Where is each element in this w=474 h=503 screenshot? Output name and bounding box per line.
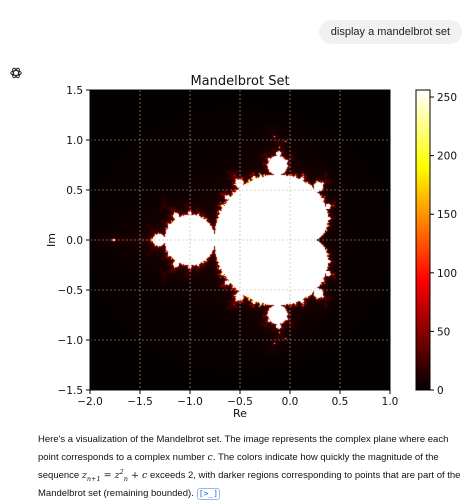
view-source-link[interactable]: [>_] — [196, 488, 221, 500]
colorbar-tick-label: 250 — [437, 92, 457, 104]
y-tick-label: 0.5 — [66, 185, 83, 197]
grid-lines — [90, 90, 390, 390]
y-axis-ticks: −1.5 −1.0 −0.5 0.0 0.5 1.0 1.5 — [58, 85, 90, 397]
x-tick-label: 0.5 — [332, 396, 349, 408]
math-c: c — [207, 452, 213, 463]
openai-logo-icon — [10, 67, 22, 79]
assistant-message: Here's a visualization of the Mandelbrot… — [38, 431, 468, 503]
colorbar-ticks: 0 50 100 150 200 250 — [430, 92, 457, 397]
chart-title: Mandelbrot Set — [190, 74, 289, 89]
y-tick-label: 0.0 — [66, 235, 83, 247]
user-message-bubble: display a mandelbrot set — [318, 20, 462, 44]
x-axis-ticks: −2.0 −1.5 −1.0 −0.5 0.0 0.5 1.0 — [77, 390, 398, 408]
colorbar-tick-label: 0 — [437, 385, 444, 397]
mandelbrot-figure: Mandelbrot Set −2.0 −1.5 −1.0 −0.5 0.0 0.5 1.0… — [45, 74, 457, 420]
colorbar-tick-label: 50 — [437, 326, 450, 338]
x-tick-label: 0.0 — [282, 396, 299, 408]
x-tick-label: −1.0 — [177, 396, 203, 408]
x-tick-label: 1.0 — [382, 396, 399, 408]
x-tick-label: −1.5 — [127, 396, 153, 408]
y-tick-label: 1.0 — [66, 135, 83, 147]
y-tick-label: −1.5 — [58, 385, 84, 397]
colorbar-tick-label: 200 — [437, 151, 457, 163]
math-sequence: zn+1 = z2n + c — [81, 467, 148, 483]
x-tick-label: −0.5 — [227, 396, 253, 408]
colorbar — [415, 89, 431, 391]
y-tick-label: −0.5 — [58, 285, 84, 297]
y-axis-label: Im — [45, 233, 58, 247]
x-tick-label: −2.0 — [77, 396, 103, 408]
message-text-3: exceeds 2, with darker regions correspon… — [38, 470, 461, 499]
colorbar-tick-label: 100 — [437, 268, 457, 280]
message-text-2: . The colors indicate how quickly the ma… — [38, 452, 439, 481]
y-tick-label: 1.5 — [66, 85, 83, 97]
x-axis-label: Re — [233, 407, 247, 420]
colorbar-tick-label: 150 — [437, 209, 457, 221]
message-text-1: Here's a visualization of the Mandelbrot… — [38, 434, 449, 463]
y-tick-label: −1.0 — [58, 335, 84, 347]
